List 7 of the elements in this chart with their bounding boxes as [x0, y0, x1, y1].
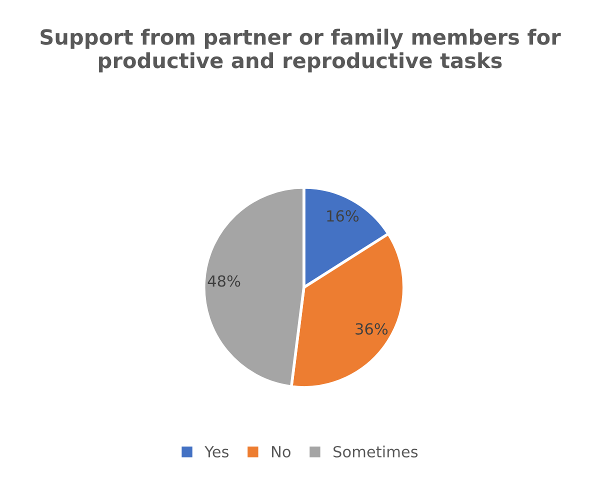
chart-title: Support from partner or family members for productive and reproductive tasks [40, 28, 561, 72]
data-label: 16% [327, 210, 359, 222]
data-label: 48% [208, 275, 240, 287]
data-label: 36% [356, 323, 388, 335]
legend-label: Sometimes [334, 446, 418, 458]
legend-label: Yes [204, 446, 229, 458]
legend-label: No [272, 446, 290, 458]
